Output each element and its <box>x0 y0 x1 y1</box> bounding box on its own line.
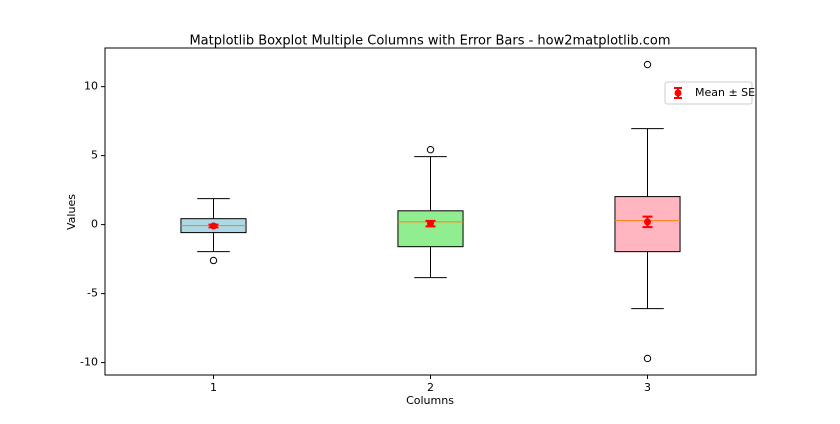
y-tick-label: -10 <box>80 356 98 369</box>
outlier <box>209 256 218 265</box>
y-tick-label: 5 <box>91 149 98 162</box>
outlier <box>643 354 652 363</box>
legend-box <box>664 81 753 105</box>
mean-marker <box>210 222 217 230</box>
x-axis-label: Columns <box>406 394 454 407</box>
y-tick-label: -5 <box>87 287 98 300</box>
legend-label: Mean ± SE <box>695 86 755 99</box>
x-tick-label: 2 <box>427 381 434 394</box>
chart-title: Matplotlib Boxplot Multiple Columns with… <box>189 34 670 49</box>
box <box>397 210 464 248</box>
outlier <box>643 60 652 69</box>
y-tick-label: 0 <box>91 218 98 231</box>
legend-marker <box>674 89 682 97</box>
y-tick-label: 10 <box>84 80 98 93</box>
mean-marker <box>427 220 434 228</box>
mean-marker <box>644 218 651 226</box>
x-tick-label: 1 <box>210 381 217 394</box>
y-axis-label: Values <box>65 194 78 230</box>
x-tick-label: 3 <box>644 381 651 394</box>
outlier <box>426 145 435 154</box>
